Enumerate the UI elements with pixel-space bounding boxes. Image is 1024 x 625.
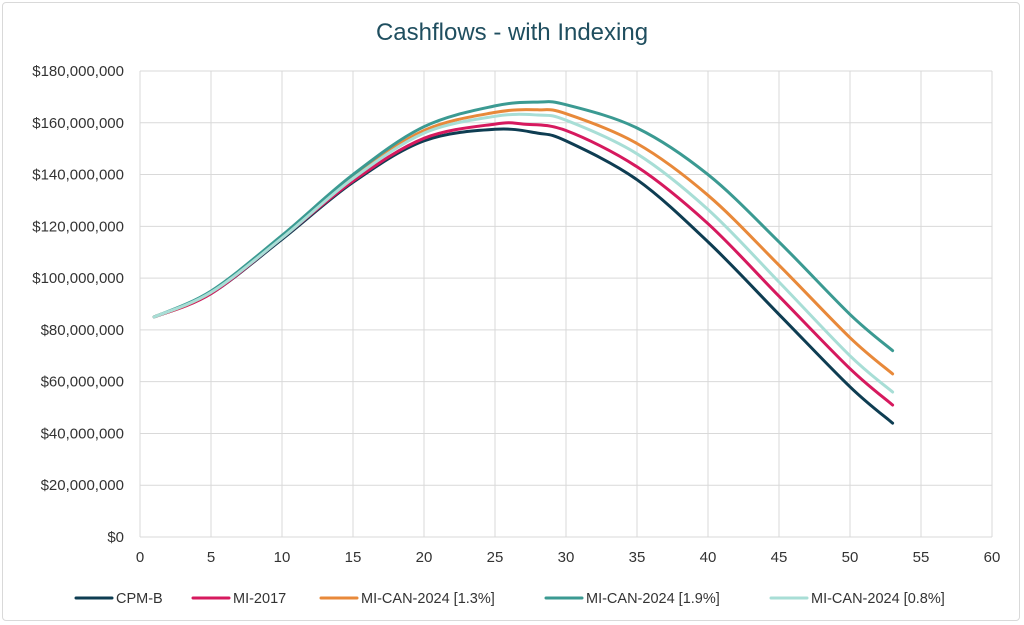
y-tick-label: $60,000,000: [41, 374, 124, 391]
x-tick-label: 40: [700, 549, 717, 566]
x-tick-label: 30: [558, 549, 575, 566]
series-line-0: [152, 127, 895, 425]
x-tick-label: 60: [984, 549, 1001, 566]
grid-lines: [139, 70, 993, 538]
legend-label: MI-CAN-2024 [1.3%]: [361, 591, 495, 607]
series-line-2: [152, 108, 895, 376]
x-axis-tick-labels: 0 5 10 15 20 25 30 35 40 45 50 55 60: [136, 549, 1001, 566]
x-tick-label: 5: [207, 549, 215, 566]
x-tick-label: 55: [913, 549, 930, 566]
legend-item-0: CPM-B: [74, 591, 163, 607]
x-tick-label: 15: [345, 549, 362, 566]
x-tick-label: 25: [487, 549, 504, 566]
legend-label: MI-CAN-2024 [0.8%]: [811, 591, 945, 607]
legend-label: CPM-B: [116, 591, 163, 607]
x-tick-label: 0: [136, 549, 144, 566]
series-line-3: [152, 100, 895, 353]
x-tick-label: 50: [842, 549, 859, 566]
x-tick-label: 10: [274, 549, 291, 566]
legend-item-1: MI-2017: [191, 591, 286, 607]
y-tick-label: $180,000,000: [32, 63, 124, 80]
y-tick-label: $80,000,000: [41, 322, 124, 339]
chart-title: Cashflows - with Indexing: [376, 19, 648, 46]
series-line-1: [152, 121, 895, 407]
legend: CPM-B MI-2017 MI-CAN-2024 [1.3%] MI-CAN-202…: [74, 591, 945, 607]
series-line-4: [152, 112, 895, 394]
legend-item-3: MI-CAN-2024 [1.9%]: [544, 591, 720, 607]
y-tick-label: $0: [107, 529, 124, 546]
y-tick-label: $140,000,000: [32, 167, 124, 184]
legend-label: MI-2017: [233, 591, 286, 607]
x-tick-label: 35: [629, 549, 646, 566]
legend-item-4: MI-CAN-2024 [0.8%]: [769, 591, 945, 607]
y-tick-label: $40,000,000: [41, 425, 124, 442]
legend-item-2: MI-CAN-2024 [1.3%]: [319, 591, 495, 607]
legend-label: MI-CAN-2024 [1.9%]: [586, 591, 720, 607]
x-tick-label: 45: [771, 549, 788, 566]
x-tick-label: 20: [416, 549, 433, 566]
y-tick-label: $20,000,000: [41, 477, 124, 494]
y-axis-tick-labels: $0 $20,000,000 $40,000,000 $60,000,000 $80,0…: [32, 63, 124, 546]
y-tick-label: $120,000,000: [32, 218, 124, 235]
y-tick-label: $160,000,000: [32, 115, 124, 132]
y-tick-label: $100,000,000: [32, 270, 124, 287]
series-lines: [152, 100, 895, 425]
